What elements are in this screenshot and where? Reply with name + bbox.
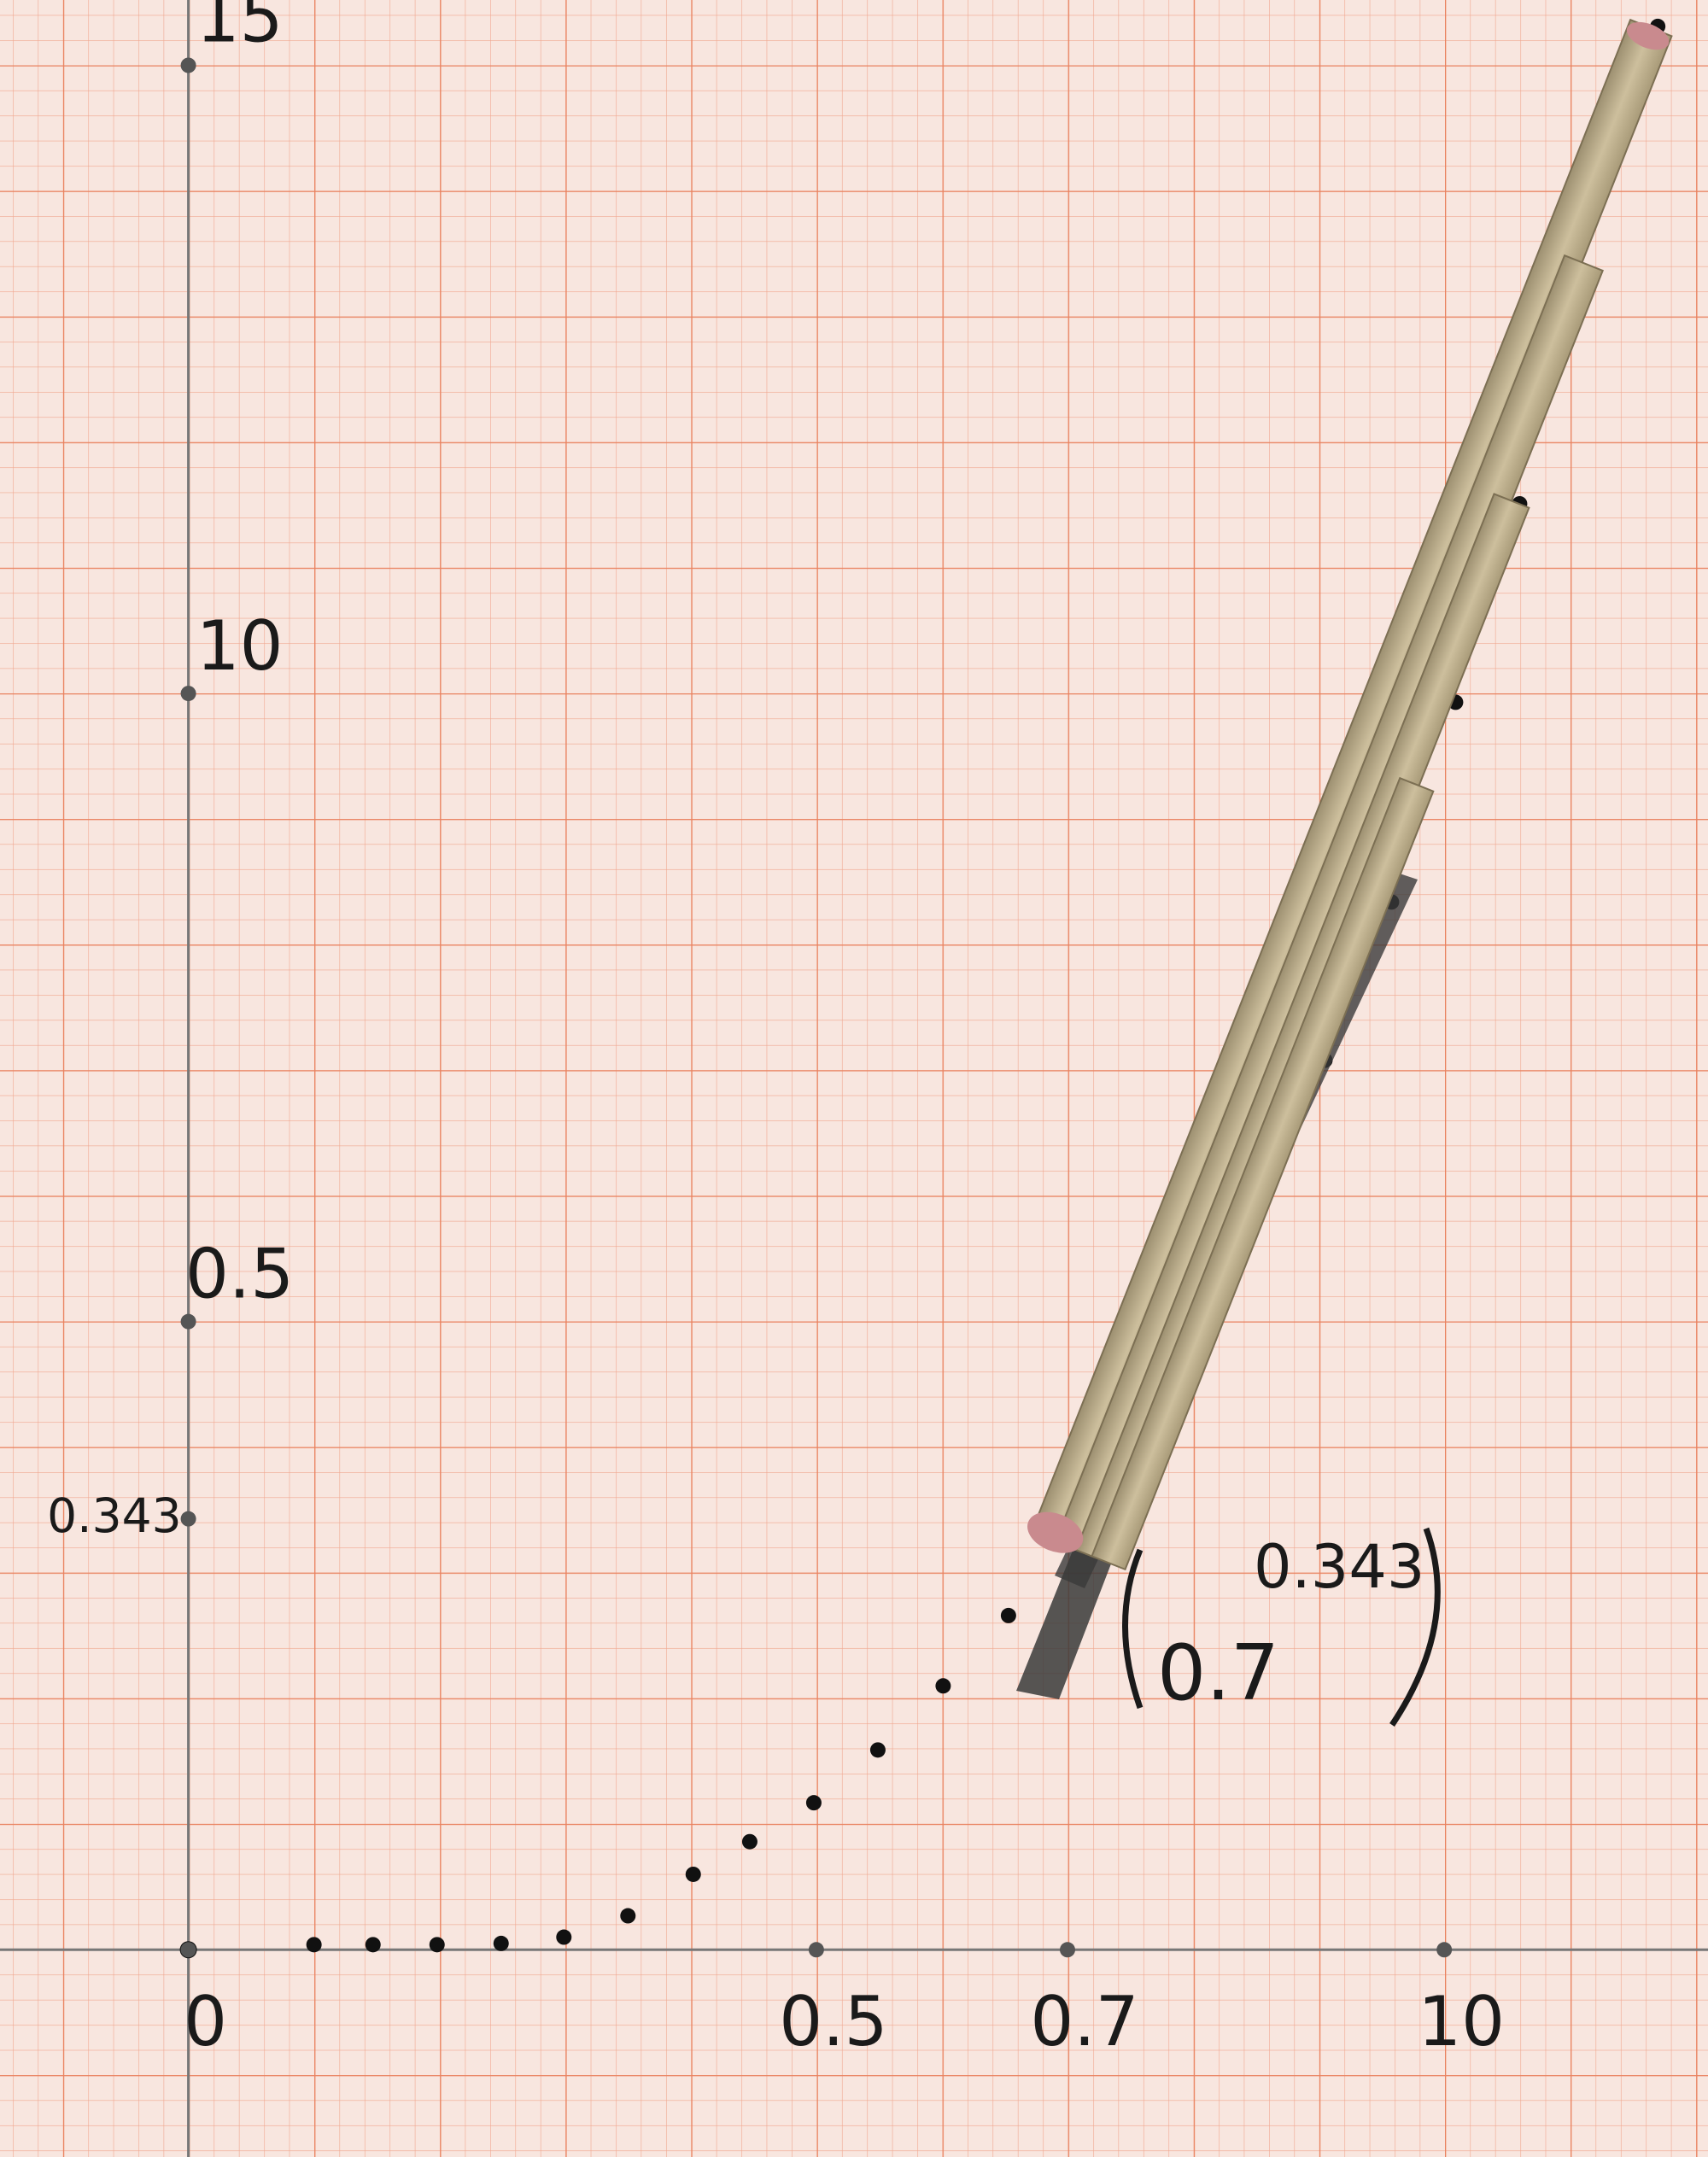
data-point xyxy=(493,1935,509,1951)
data-point xyxy=(869,1742,886,1758)
annotation-base: 0.7 xyxy=(1157,1628,1279,1718)
data-point xyxy=(556,1929,572,1945)
data-point xyxy=(306,1937,322,1953)
y-tick xyxy=(180,1511,196,1527)
y-tick-label: 10 xyxy=(196,606,284,686)
data-point xyxy=(935,1678,951,1694)
y-tick xyxy=(180,57,196,73)
x-tick xyxy=(180,1942,196,1958)
annotation-exponent: 0.343 xyxy=(1254,1532,1424,1602)
data-point xyxy=(429,1937,445,1953)
y-tick xyxy=(180,1313,196,1330)
y-tick-label: 0.343 xyxy=(47,1488,181,1543)
y-tick xyxy=(180,686,196,702)
matchsticks xyxy=(1016,18,1673,1699)
x-tick xyxy=(1060,1942,1075,1958)
data-point xyxy=(805,1795,822,1811)
x-tick-label: 10 xyxy=(1418,1982,1505,2061)
y-tick-label: 0.5 xyxy=(185,1235,294,1314)
x-tick-label: 0.5 xyxy=(779,1982,887,2061)
x-tick xyxy=(808,1942,824,1958)
data-point xyxy=(741,1833,757,1850)
data-point xyxy=(620,1908,636,1924)
x-tick-label: 0 xyxy=(184,1982,227,2061)
y-tick-label: 15 xyxy=(196,0,284,57)
x-tick xyxy=(1436,1942,1453,1958)
data-point xyxy=(685,1866,701,1882)
x-tick-label: 0.7 xyxy=(1030,1982,1138,2061)
data-point xyxy=(365,1937,381,1953)
annotation: 0.7 0.343 xyxy=(1122,1527,1441,1727)
data-point xyxy=(1000,1607,1016,1623)
